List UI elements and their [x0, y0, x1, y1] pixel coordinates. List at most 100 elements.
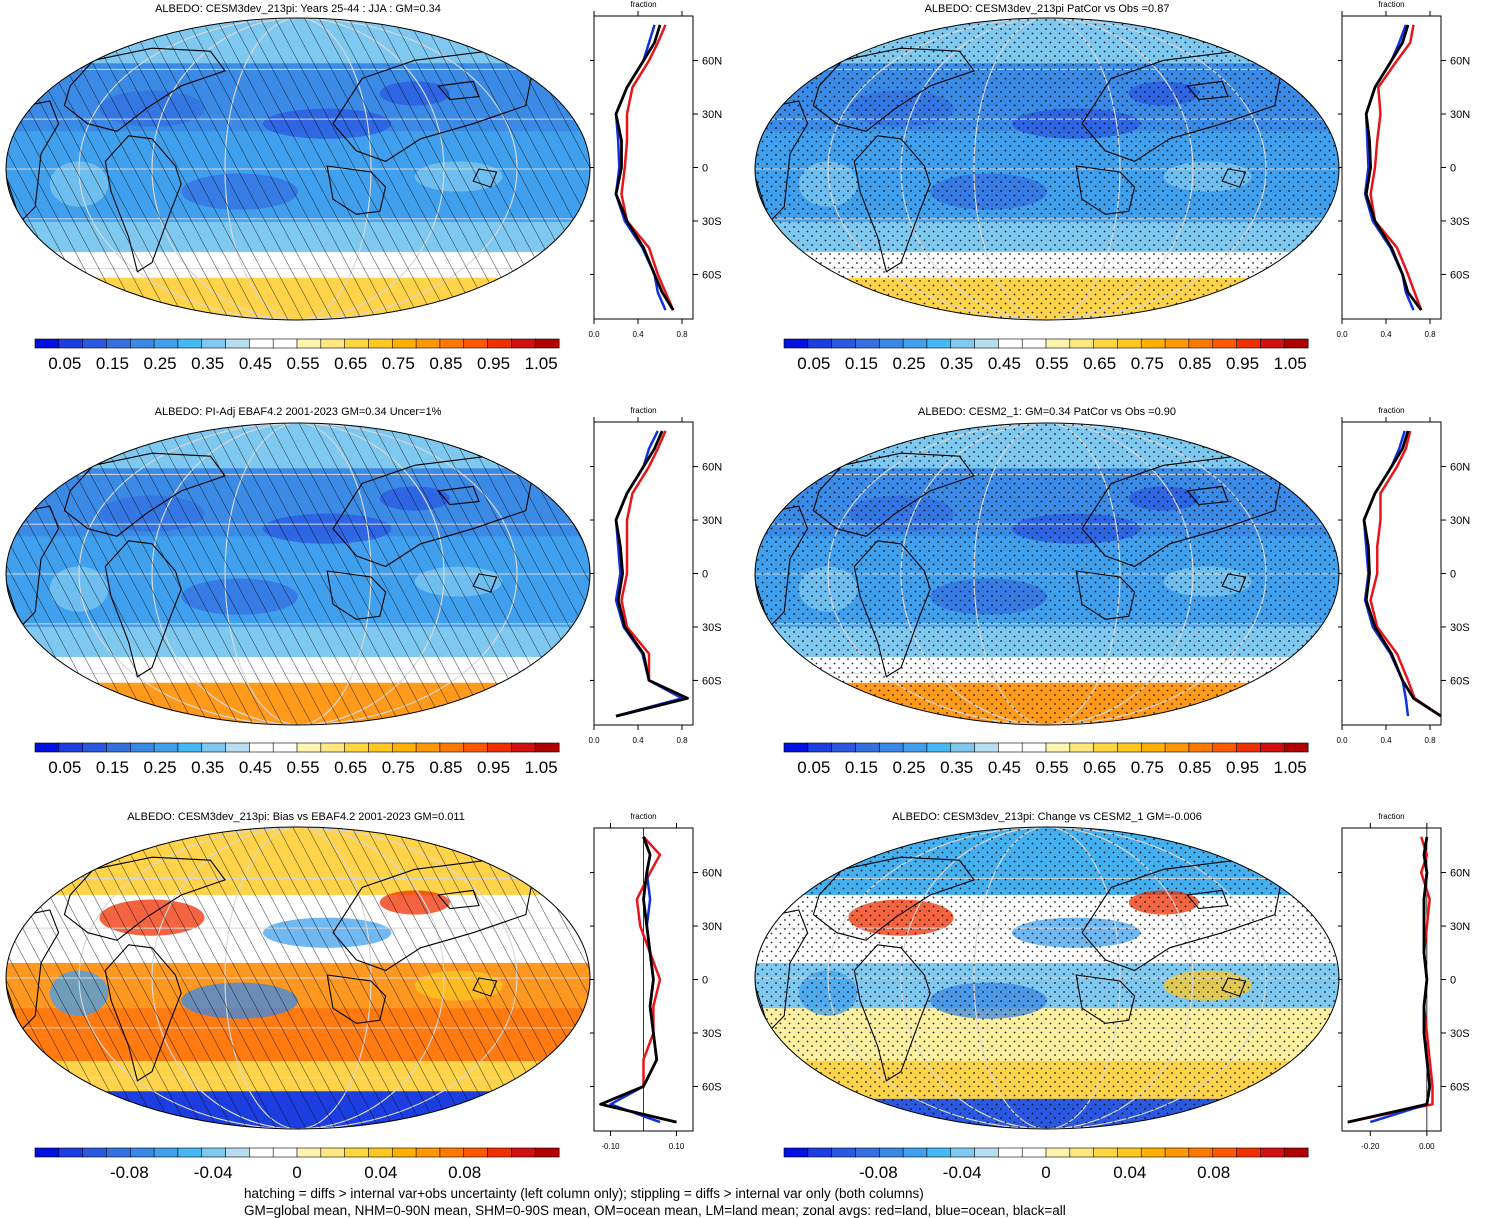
colorbar-swatch [1069, 742, 1095, 753]
colorbar-tick-label: 0.25 [144, 354, 177, 373]
colorbar-swatch [58, 338, 84, 349]
map-border [754, 17, 1340, 321]
colorbar-tick-label: 0 [292, 1163, 301, 1182]
zonal-mean-plot: fraction 60N 30N 0 30S 60S 0.0 0.4 0.8 [588, 0, 722, 339]
zonal-line-all [599, 836, 677, 1124]
colorbar-tick-label: 0.25 [893, 354, 926, 373]
colorbar-swatch [1093, 1147, 1118, 1158]
colorbar-swatch [177, 1147, 203, 1158]
panel-title: ALBEDO: CESM3dev_213pi: Change vs CESM2_… [892, 811, 1202, 823]
colorbar-tick-label: 0.65 [334, 354, 367, 373]
stippling-overlay [755, 18, 1339, 320]
colorbar-swatch [807, 742, 833, 753]
colorbar-swatch [1164, 338, 1190, 349]
lat-tick-label: 0 [1450, 569, 1456, 581]
zonal-mean-plot: fraction 60N 30N 0 30S 60S 0.0 0.4 0.8 [1336, 0, 1470, 339]
colorbar-swatch [831, 1147, 856, 1158]
colorbar-tick-label: 0.35 [940, 758, 973, 777]
colorbar-tick-label: 0.15 [96, 354, 129, 373]
colorbar-swatch [1236, 338, 1261, 349]
zonal-xaxis-title: fraction [630, 812, 656, 821]
colorbar-swatch [463, 742, 489, 753]
colorbar-swatch [58, 742, 84, 753]
colorbar-swatch [106, 338, 131, 349]
colorbar-swatch [1021, 1147, 1047, 1158]
colorbar-swatch [1188, 742, 1214, 753]
colorbar-tick-label: 1.05 [525, 354, 558, 373]
colorbar-swatch [201, 338, 227, 349]
lat-tick-label: 60S [702, 675, 722, 687]
colorbar-swatch [296, 338, 322, 349]
x-tick-label: 0.4 [1380, 330, 1392, 339]
colorbar-swatch [415, 742, 441, 753]
lat-tick-label: 30S [702, 622, 722, 634]
lat-tick-label: 0 [702, 975, 708, 987]
colorbar-swatch [783, 1147, 809, 1158]
lat-tick-label: 30N [1450, 109, 1470, 121]
colorbar: 0.05 0.15 0.25 0.35 0.45 0.55 0.65 0.75 0.85 0.95… [34, 338, 560, 373]
colorbar-tick-label: 0.04 [1113, 1163, 1146, 1182]
colorbar-tick-label: 0.45 [988, 758, 1021, 777]
colorbar-swatch [225, 742, 250, 753]
colorbar-swatch [1164, 742, 1190, 753]
colorbar-tick-label: 0.05 [48, 354, 81, 373]
colorbar-tick-label: 0.45 [239, 758, 272, 777]
colorbar-swatch [177, 338, 203, 349]
colorbar-tick-label: 0.75 [382, 354, 415, 373]
zonal-xaxis-title: fraction [1378, 812, 1404, 821]
colorbar-swatch [225, 338, 250, 349]
panel-title: ALBEDO: CESM3dev_213pi PatCor vs Obs =0.… [925, 3, 1170, 15]
colorbar-tick-label: 0.04 [364, 1163, 397, 1182]
colorbar: -0.08 -0.04 0 0.04 0.08 [783, 1147, 1309, 1182]
colorbar-swatch [878, 742, 904, 753]
colorbar-swatch [34, 742, 60, 753]
colorbar-swatch [831, 742, 856, 753]
colorbar-swatch [1188, 1147, 1214, 1158]
x-tick-label: 0.8 [676, 330, 688, 339]
colorbar-swatch [950, 1147, 976, 1158]
colorbar-swatch [201, 1147, 227, 1158]
colorbar-swatch [902, 338, 928, 349]
zonal-plot-frame [593, 421, 694, 726]
x-tick-label: 0.0 [1336, 330, 1348, 339]
colorbar-swatch [129, 1147, 155, 1158]
colorbar: -0.08 -0.04 0 0.04 0.08 [34, 1147, 560, 1182]
panel-model-patcor: ALBEDO: CESM3dev_213pi PatCor vs Obs =0.… [754, 0, 1470, 373]
lat-tick-label: 60N [1450, 56, 1470, 68]
colorbar-tick-label: 0.55 [286, 354, 319, 373]
colorbar-swatch [1260, 1147, 1285, 1158]
zonal-xaxis-title: fraction [1378, 406, 1404, 415]
colorbar-tick-label: 0.55 [1035, 354, 1068, 373]
colorbar-swatch [950, 338, 976, 349]
lat-tick-label: 60N [1450, 462, 1470, 474]
colorbar-swatch [1069, 1147, 1095, 1158]
colorbar-swatch [368, 338, 393, 349]
hatching-overlay [6, 423, 590, 725]
colorbar-swatch [807, 338, 833, 349]
map-border [5, 826, 591, 1130]
colorbar-tick-label: 0.05 [48, 758, 81, 777]
colorbar-swatch [344, 1147, 369, 1158]
colorbar: 0.05 0.15 0.25 0.35 0.45 0.55 0.65 0.75 0.85 0.95… [783, 742, 1309, 777]
colorbar-swatch [926, 338, 952, 349]
panel-title: ALBEDO: CESM3dev_213pi: Bias vs EBAF4.2 … [127, 811, 465, 823]
colorbar-swatch [855, 1147, 880, 1158]
footer-note-hatching: hatching = diffs > internal var+obs unce… [244, 1186, 924, 1201]
colorbar-swatch [1212, 742, 1238, 753]
colorbar-swatch [344, 742, 369, 753]
colorbar-swatch [1117, 742, 1142, 753]
colorbar-swatch [1140, 1147, 1166, 1158]
colorbar-swatch [415, 1147, 441, 1158]
colorbar-swatch [1283, 742, 1309, 753]
colorbar-swatch [153, 1147, 179, 1158]
colorbar-swatch [902, 1147, 928, 1158]
colorbar-swatch [439, 338, 465, 349]
panel-model-albedo: ALBEDO: CESM3dev_213pi: Years 25-44 : JJ… [5, 0, 722, 373]
colorbar-swatch [391, 742, 417, 753]
colorbar-tick-label: -0.04 [194, 1163, 233, 1182]
colorbar-tick-label: 0.85 [429, 758, 462, 777]
lat-tick-label: 60N [702, 462, 722, 474]
colorbar-tick-label: 0.95 [477, 354, 510, 373]
hatching-overlay [6, 18, 590, 320]
lat-tick-label: 30S [1450, 216, 1470, 228]
